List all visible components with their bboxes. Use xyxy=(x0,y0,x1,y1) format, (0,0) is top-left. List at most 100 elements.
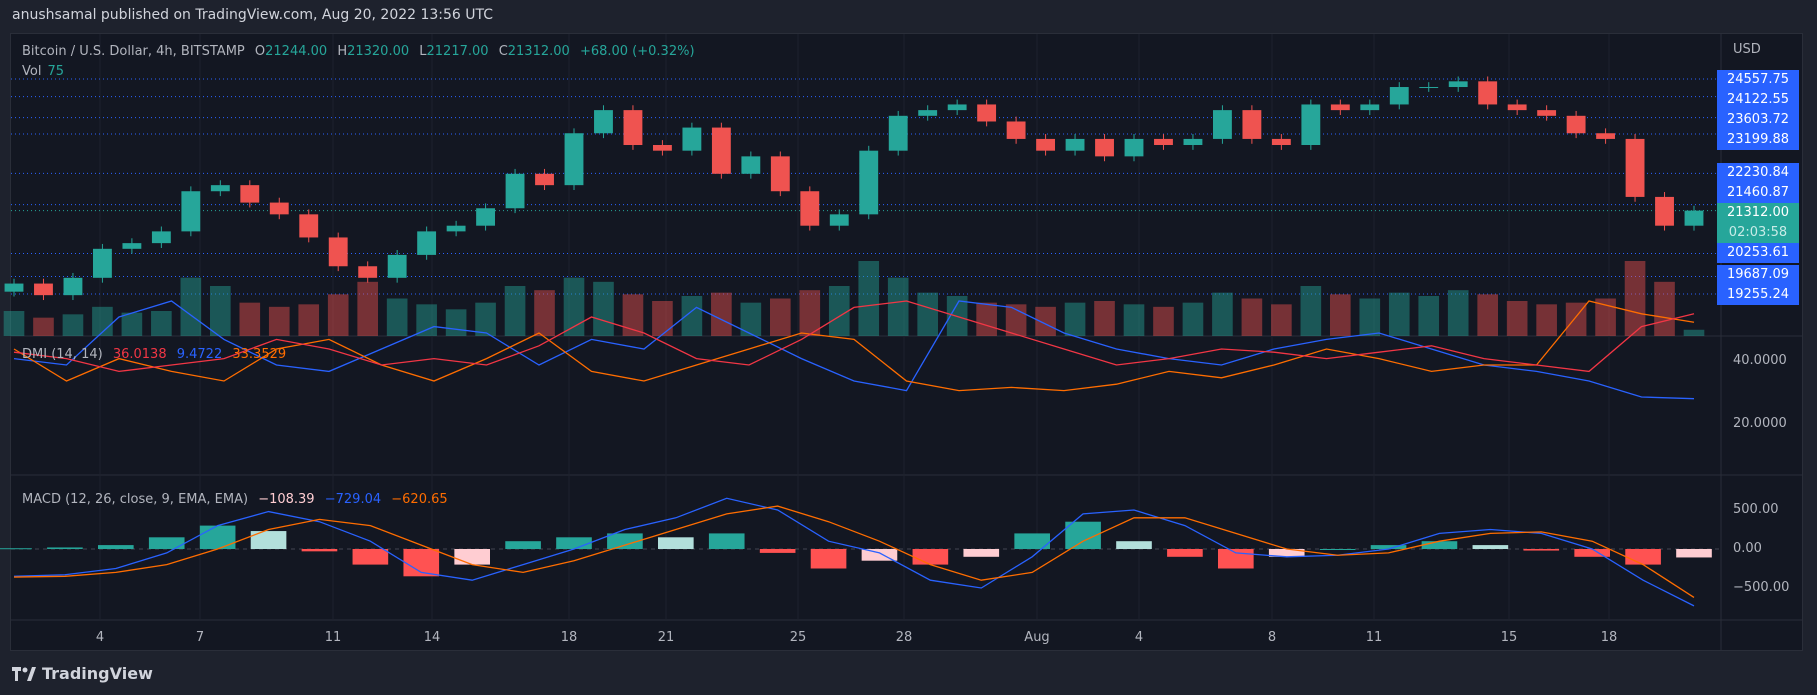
candle-body xyxy=(328,237,348,267)
volume-bar xyxy=(1153,306,1174,336)
plus-di-line xyxy=(13,300,1695,400)
adx-value: 36.0138 xyxy=(112,347,167,362)
brand-name: TradingView xyxy=(42,664,153,683)
macd-histogram-bar xyxy=(607,533,643,549)
macd-histogram-bar xyxy=(352,549,389,565)
volume-bar xyxy=(1683,329,1705,336)
volume-bar xyxy=(563,277,585,336)
high-label: H xyxy=(337,44,348,59)
macd-histogram-bar xyxy=(1370,545,1407,549)
volume-bar xyxy=(1595,298,1616,336)
candle-body xyxy=(711,127,731,174)
time-axis-label: 4 xyxy=(95,630,105,645)
candle-body xyxy=(1360,104,1380,111)
candle-body xyxy=(210,185,230,192)
candle-body xyxy=(918,110,938,116)
volume-bar xyxy=(1330,294,1351,336)
candle-body xyxy=(4,283,24,292)
volume-bar xyxy=(62,314,84,336)
volume-bar xyxy=(327,294,349,336)
time-axis-label: 4 xyxy=(1134,630,1144,645)
current-price-tag: 21312.00 02:03:58 xyxy=(1717,203,1799,243)
volume-bar xyxy=(1506,301,1528,336)
time-axis-label: 8 xyxy=(1267,630,1277,645)
candle-body xyxy=(1537,110,1557,116)
macd-histogram-bar xyxy=(861,549,898,561)
volume-bar xyxy=(504,286,526,336)
candle-body xyxy=(1419,87,1439,89)
high-value: 21320.00 xyxy=(347,44,410,59)
adx-line xyxy=(13,300,1695,373)
volume-bar xyxy=(1624,261,1646,336)
candle-body xyxy=(1242,110,1262,139)
volume-bar xyxy=(210,286,231,336)
time-axis-label: 15 xyxy=(1500,630,1518,645)
volume-bar xyxy=(1654,281,1675,336)
price-level-label: 23199.88 xyxy=(1717,130,1799,150)
candle-body xyxy=(741,156,761,174)
candle-body xyxy=(240,185,260,203)
volume-bar xyxy=(1477,294,1498,336)
volume-bar xyxy=(298,304,320,336)
candle-body xyxy=(1154,138,1173,146)
candle-body xyxy=(1389,87,1409,105)
macd-legend: MACD (12, 26, close, 9, EMA, EMA) −108.3… xyxy=(22,492,454,507)
plus-di-value: 9.4722 xyxy=(176,347,223,362)
candle-body xyxy=(564,133,584,186)
macd-histogram-bar xyxy=(556,537,592,549)
time-axis-label: 28 xyxy=(895,630,913,645)
macd-histogram-bar xyxy=(1218,549,1254,569)
candle-body xyxy=(1655,196,1674,226)
time-axis-label: Aug xyxy=(1024,630,1050,645)
dmi-legend: DMI (14, 14) 36.0138 9.4722 33.3529 xyxy=(22,347,292,362)
candle-body xyxy=(122,243,142,249)
candle-body xyxy=(1036,138,1056,151)
candle-body xyxy=(181,191,201,232)
candle-body xyxy=(1065,138,1085,151)
dmi-axis-label: 40.0000 xyxy=(1733,353,1787,368)
candle-body xyxy=(1448,81,1468,88)
candle-body xyxy=(1301,104,1321,146)
signal-line-value: −620.65 xyxy=(391,492,448,507)
candle-body xyxy=(594,110,613,134)
candle-body xyxy=(829,214,849,226)
candle-body xyxy=(1183,138,1203,146)
macd-histogram-bar xyxy=(1625,549,1661,565)
vol-value: 75 xyxy=(47,64,64,79)
candle-body xyxy=(1095,138,1114,157)
candle-body xyxy=(1478,81,1498,105)
tradingview-logo[interactable]: TradingView xyxy=(12,664,153,683)
candle-body xyxy=(269,202,289,215)
minus-di-line xyxy=(13,300,1695,392)
symbol-title: Bitcoin / U.S. Dollar, 4h, BITSTAMP xyxy=(22,44,245,59)
macd-histogram-bar xyxy=(1268,549,1305,557)
volume-bar xyxy=(445,309,467,336)
macd-histogram-bar xyxy=(708,533,745,549)
candle-body xyxy=(682,127,702,151)
volume-bar xyxy=(1241,298,1263,336)
macd-histogram-bar xyxy=(47,547,83,549)
volume-bar xyxy=(681,296,703,336)
macd-histogram-bar xyxy=(963,549,1000,557)
volume-bar xyxy=(1536,304,1557,336)
volume-bar xyxy=(534,290,555,336)
time-axis-label: 11 xyxy=(1365,630,1383,645)
currency-label: USD xyxy=(1733,42,1761,57)
volume-bar xyxy=(1064,302,1086,336)
candle-body xyxy=(1507,104,1527,111)
candle-body xyxy=(1006,121,1026,139)
volume-bar xyxy=(1271,304,1292,336)
macd-histogram-bar xyxy=(454,549,490,565)
macd-line-value: −729.04 xyxy=(324,492,382,507)
open-label: O xyxy=(254,44,266,59)
candle-body xyxy=(1684,210,1704,226)
candle-body xyxy=(652,145,672,151)
macd-histogram-bar xyxy=(505,541,541,549)
time-axis-label: 18 xyxy=(560,630,578,645)
time-axis-label: 25 xyxy=(789,630,807,645)
candle-body xyxy=(299,214,319,238)
candle-body xyxy=(151,231,171,244)
candle-body xyxy=(859,150,879,215)
volume-bar xyxy=(1035,306,1056,336)
